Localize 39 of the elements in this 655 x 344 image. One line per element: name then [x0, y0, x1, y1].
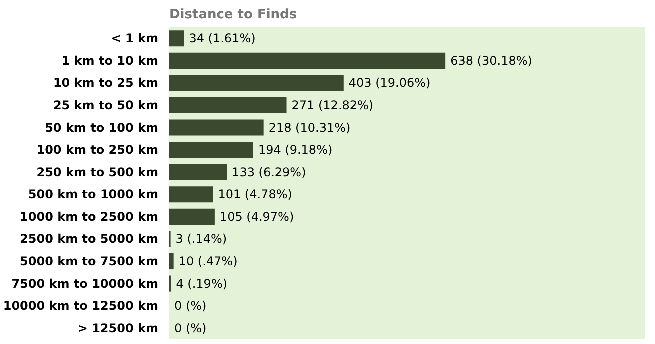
- bar: [170, 164, 228, 180]
- data-label: 403 (19.06%): [348, 76, 431, 90]
- bar: [170, 52, 446, 69]
- bar: [170, 120, 264, 136]
- y-tick-label: 100 km to 250 km: [36, 143, 159, 158]
- bar: [170, 186, 214, 203]
- bar: [170, 208, 215, 225]
- y-tick-label: 250 km to 500 km: [36, 165, 159, 180]
- bar: [170, 253, 174, 270]
- y-tick-label: 10000 km to 12500 km: [3, 299, 158, 314]
- y-tick-label: 5000 km to 7500 km: [20, 254, 159, 268]
- bar: [170, 142, 254, 158]
- data-label: 4 (.19%): [176, 276, 228, 291]
- bar: [170, 97, 287, 114]
- chart-title: Distance to Finds: [170, 8, 298, 22]
- y-tick-label: > 12500 km: [78, 321, 159, 336]
- data-label: 101 (4.78%): [218, 188, 292, 202]
- data-label: 271 (12.82%): [292, 98, 374, 112]
- data-label: 0 (%): [174, 321, 207, 336]
- y-tick-label: 50 km to 100 km: [45, 120, 159, 135]
- bar: [170, 75, 344, 92]
- data-label: 10 (.47%): [178, 254, 238, 268]
- data-label: 133 (6.29%): [232, 165, 306, 180]
- data-label: 3 (.14%): [176, 232, 228, 246]
- data-label: 34 (1.61%): [189, 32, 256, 46]
- y-tick-label: 25 km to 50 km: [53, 98, 159, 112]
- y-tick-label: < 1 km: [111, 32, 159, 46]
- y-tick-label: 1 km to 10 km: [62, 54, 159, 68]
- data-label: 105 (4.97%): [220, 210, 294, 224]
- y-tick-label: 10 km to 25 km: [53, 76, 159, 90]
- y-tick-label: 2500 km to 5000 km: [20, 232, 159, 246]
- y-tick-label: 1000 km to 2500 km: [20, 210, 159, 224]
- y-tick-label: 500 km to 1000 km: [28, 188, 158, 202]
- data-label: 218 (10.31%): [268, 120, 351, 135]
- data-label: 638 (30.18%): [450, 54, 532, 68]
- data-label: 0 (%): [174, 299, 207, 314]
- bar: [170, 30, 184, 47]
- data-label: 194 (9.18%): [258, 143, 333, 158]
- y-tick-label: 7500 km to 10000 km: [12, 276, 159, 291]
